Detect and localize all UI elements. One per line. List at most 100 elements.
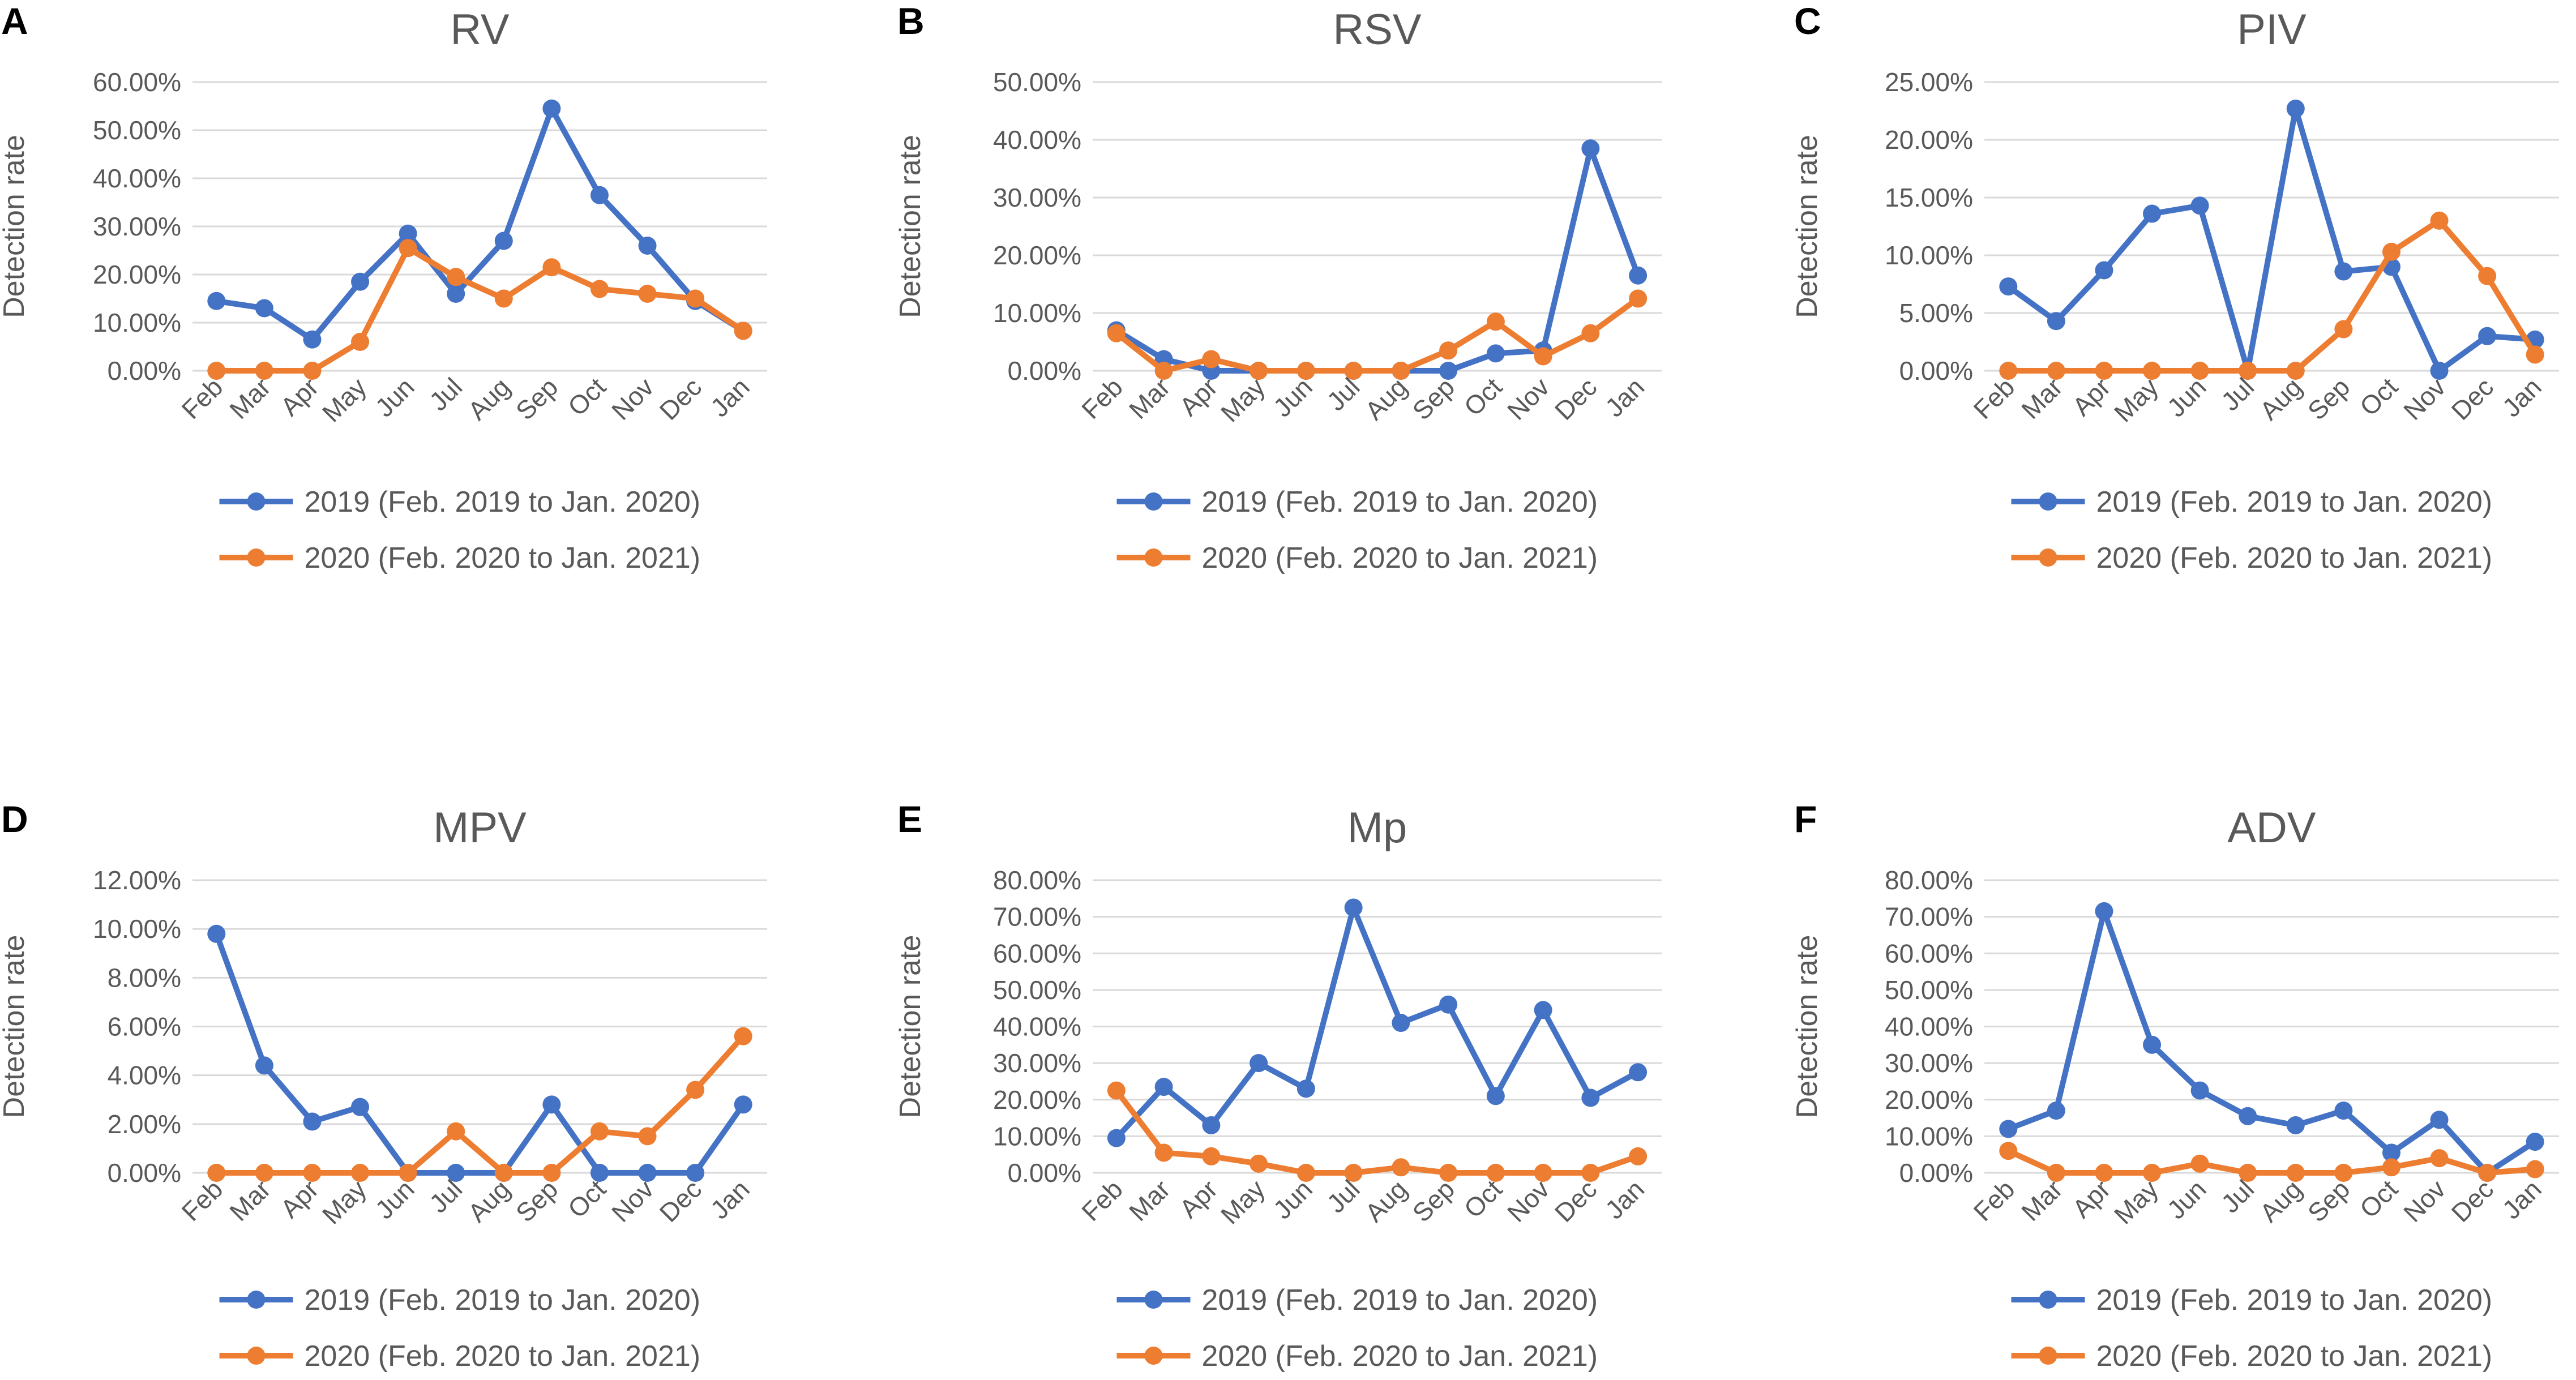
panel-label: E bbox=[897, 798, 922, 840]
data-point-2020 bbox=[494, 289, 513, 308]
y-tick-label: 40.00% bbox=[1885, 1012, 1973, 1042]
x-tick-label: May bbox=[1215, 1174, 1270, 1229]
legend-entry-2020: 2020 (Feb. 2020 to Jan. 2021) bbox=[1116, 1340, 1598, 1373]
data-point-2020 bbox=[1392, 1158, 1410, 1177]
data-point-2020 bbox=[1486, 312, 1505, 331]
data-point-2020 bbox=[1202, 350, 1221, 368]
x-tick-label: Nov bbox=[1501, 372, 1555, 426]
x-tick-label: Jun bbox=[2161, 372, 2211, 422]
y-tick-label: 80.00% bbox=[1885, 865, 1973, 895]
series-line-2020 bbox=[2007, 1148, 2536, 1176]
data-point-2019 bbox=[303, 1112, 322, 1131]
data-point-2020 bbox=[2334, 320, 2353, 338]
y-tick-label: 40.00% bbox=[993, 125, 1081, 155]
data-point-2020 bbox=[1439, 1164, 1458, 1182]
data-point-2020 bbox=[638, 285, 657, 303]
data-point-2019 bbox=[447, 285, 465, 303]
legend-swatch-marker bbox=[2039, 492, 2057, 511]
y-tick-label: 0.00% bbox=[1008, 356, 1081, 385]
chart-title: MPV bbox=[433, 804, 527, 852]
x-tick-label: Jan bbox=[2497, 1174, 2547, 1224]
data-point-2020 bbox=[1581, 324, 1600, 342]
data-point-2020 bbox=[590, 280, 609, 298]
data-point-2020 bbox=[2334, 1164, 2353, 1182]
y-tick-label: 0.00% bbox=[1899, 1158, 1973, 1188]
y-tick-label: 4.00% bbox=[108, 1061, 181, 1090]
x-tick-label: Nov bbox=[606, 1174, 660, 1228]
data-point-2019 bbox=[1486, 344, 1505, 363]
data-point-2019 bbox=[494, 232, 513, 250]
data-point-2019 bbox=[2334, 262, 2353, 281]
x-tick-label: Aug bbox=[2254, 1174, 2308, 1228]
data-point-2020 bbox=[447, 268, 465, 286]
data-point-2020 bbox=[447, 1122, 465, 1141]
data-point-2020 bbox=[207, 362, 226, 380]
legend-entry-2019: 2019 (Feb. 2019 to Jan. 2020) bbox=[2011, 486, 2493, 518]
data-point-2019 bbox=[447, 1164, 465, 1182]
data-point-2019 bbox=[207, 924, 226, 943]
series-line-2019 bbox=[1115, 145, 1641, 374]
data-point-2019 bbox=[2095, 261, 2113, 280]
data-point-2019 bbox=[2430, 1111, 2449, 1129]
data-point-2019 bbox=[2286, 1116, 2305, 1134]
chart-title: PIV bbox=[2237, 6, 2307, 54]
legend-swatch-marker bbox=[247, 1347, 266, 1365]
data-point-2020 bbox=[2382, 1158, 2400, 1177]
chart-title: ADV bbox=[2227, 804, 2316, 852]
chart-panel-e: E Mp Detection rate 0.00% 10.00% 20.00% 30.00%… bbox=[894, 798, 1662, 1373]
data-point-2020 bbox=[399, 239, 417, 258]
data-point-2019 bbox=[1439, 995, 1458, 1014]
data-point-2019 bbox=[1202, 1116, 1221, 1134]
data-point-2020 bbox=[255, 1164, 273, 1182]
x-tick-label: Jun bbox=[1268, 372, 1318, 422]
x-tick-label: Mar bbox=[1123, 372, 1176, 425]
x-tick-label: Nov bbox=[606, 372, 660, 426]
legend-entry-2019: 2019 (Feb. 2019 to Jan. 2020) bbox=[1116, 1284, 1598, 1317]
legend-swatch-marker bbox=[247, 492, 266, 511]
x-tick-label: May bbox=[2108, 1174, 2164, 1229]
data-point-2020 bbox=[1296, 362, 1315, 380]
data-point-2020 bbox=[2239, 362, 2257, 380]
data-point-2020 bbox=[1534, 347, 1552, 366]
data-point-2019 bbox=[255, 299, 273, 318]
x-tick-label: Apr bbox=[275, 1174, 324, 1223]
legend-label: 2019 (Feb. 2019 to Jan. 2020) bbox=[2096, 1284, 2493, 1317]
data-point-2020 bbox=[351, 333, 370, 351]
x-tick-label: Oct bbox=[562, 1174, 612, 1224]
legend-entry-2019: 2019 (Feb. 2019 to Jan. 2020) bbox=[219, 1284, 700, 1317]
data-point-2020 bbox=[2430, 211, 2449, 230]
x-tick-label: Oct bbox=[1458, 1174, 1508, 1224]
legend-label: 2020 (Feb. 2020 to Jan. 2021) bbox=[2096, 1340, 2493, 1373]
y-tick-label: 30.00% bbox=[1885, 1048, 1973, 1078]
x-tick-label: Sep bbox=[1407, 372, 1461, 426]
x-tick-label: Jun bbox=[369, 372, 420, 422]
x-tick-label: Mar bbox=[1123, 1174, 1176, 1227]
data-point-2020 bbox=[2526, 345, 2544, 364]
legend-label: 2020 (Feb. 2020 to Jan. 2021) bbox=[305, 542, 701, 575]
legend-label: 2020 (Feb. 2020 to Jan. 2021) bbox=[1202, 1340, 1598, 1373]
legend-entry-2019: 2019 (Feb. 2019 to Jan. 2020) bbox=[2011, 1284, 2493, 1317]
data-point-2020 bbox=[2526, 1160, 2544, 1178]
y-tick-label: 10.00% bbox=[93, 914, 181, 944]
y-tick-label: 5.00% bbox=[1899, 298, 1973, 328]
legend-label: 2019 (Feb. 2019 to Jan. 2020) bbox=[1202, 486, 1598, 518]
panel-label: D bbox=[1, 798, 28, 840]
data-point-2019 bbox=[1296, 1079, 1315, 1098]
data-point-2020 bbox=[1534, 1164, 1552, 1182]
x-tick-label: Aug bbox=[2254, 372, 2308, 426]
legend-label: 2019 (Feb. 2019 to Jan. 2020) bbox=[2096, 486, 2493, 518]
x-tick-label: Sep bbox=[1407, 1174, 1461, 1228]
legend-label: 2020 (Feb. 2020 to Jan. 2021) bbox=[2096, 542, 2493, 575]
x-tick-label: Mar bbox=[224, 372, 276, 425]
y-tick-label: 50.00% bbox=[993, 67, 1081, 97]
series-line-2020 bbox=[1114, 296, 1640, 374]
data-point-2019 bbox=[2478, 327, 2497, 345]
y-tick-label: 40.00% bbox=[993, 1012, 1081, 1042]
data-point-2020 bbox=[399, 1164, 417, 1182]
y-tick-label: 80.00% bbox=[993, 865, 1081, 895]
data-point-2019 bbox=[351, 1098, 370, 1116]
y-axis-label: Detection rate bbox=[894, 135, 927, 318]
data-point-2020 bbox=[638, 1127, 657, 1146]
x-tick-label: Nov bbox=[2398, 372, 2451, 426]
